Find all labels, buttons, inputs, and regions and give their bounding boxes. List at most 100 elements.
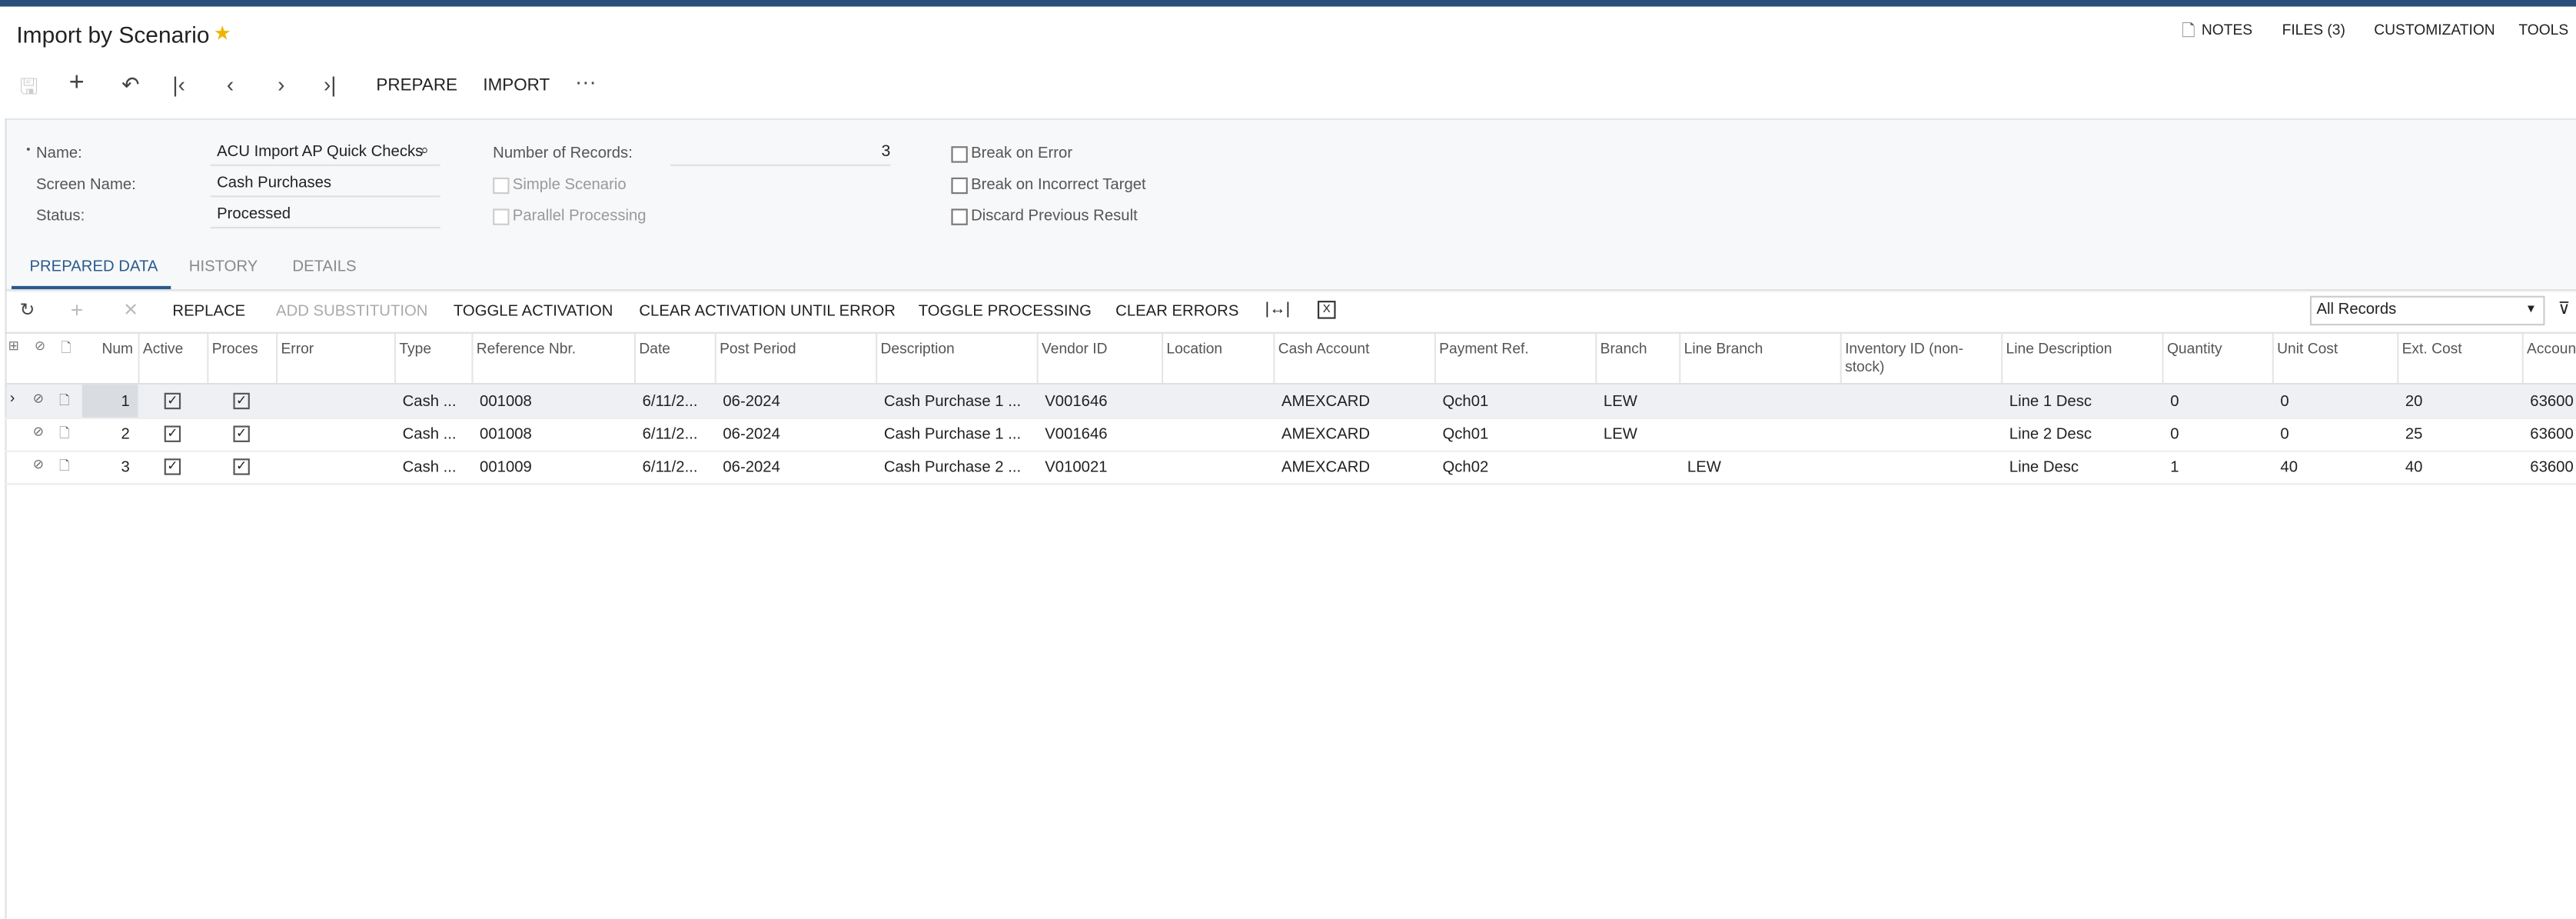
header-bottom	[5, 382, 2576, 385]
fit-button[interactable]: |↔|	[1265, 301, 1291, 319]
column-header[interactable]: Inventory ID (non-stock)	[1845, 340, 1964, 375]
grid-add[interactable]: +	[70, 297, 84, 322]
attach-icon[interactable]: ⊘	[32, 391, 45, 406]
prev-button[interactable]: ‹	[226, 72, 234, 98]
checkbox-label: Parallel Processing	[512, 207, 646, 225]
top-bar	[0, 0, 2576, 7]
prepare-button[interactable]: PREPARE	[376, 75, 458, 95]
column-header[interactable]: Line Branch	[1684, 340, 1763, 357]
note-icon[interactable]: 🗋	[58, 458, 70, 474]
cell: 0	[2280, 392, 2289, 411]
cell: 0	[2170, 425, 2179, 445]
column-header[interactable]: Post Period	[720, 340, 796, 357]
column-header[interactable]: Type	[399, 340, 432, 357]
column-sep	[1840, 333, 1842, 383]
filter-select[interactable]: All Records ▼	[2309, 295, 2545, 326]
form-panel	[5, 118, 2576, 293]
cell: LEW	[1603, 425, 1637, 445]
field-label: Status:	[36, 207, 85, 225]
column-header[interactable]: Vendor ID	[1041, 340, 1108, 357]
undo-button[interactable]: ↶	[121, 72, 140, 98]
column-sep	[207, 333, 209, 383]
files-link[interactable]: FILES (3)	[2282, 21, 2345, 38]
grid-header-top	[5, 331, 2576, 334]
grid-toolbar-button[interactable]: ADD SUBSTITUTION	[276, 302, 428, 321]
cell: Line 2 Desc	[2009, 425, 2092, 445]
cell-checkbox[interactable]: ✓	[164, 392, 181, 410]
refresh-button[interactable]: ↻	[19, 301, 35, 321]
row-line	[5, 483, 2576, 485]
tools-link[interactable]: TOOLS	[2518, 21, 2569, 38]
grid-toolbar-button[interactable]: TOGGLE ACTIVATION	[453, 302, 613, 321]
cell: 0	[2280, 425, 2289, 445]
cell: LEW	[1687, 458, 1721, 477]
column-header[interactable]: Line Description	[2006, 340, 2112, 357]
column-header[interactable]: Reference Nbr.	[476, 340, 577, 357]
save-button[interactable]: 🖫	[19, 74, 38, 99]
column-sep	[1595, 333, 1597, 383]
cell: 63600	[2530, 458, 2574, 477]
column-sep	[276, 333, 278, 383]
add-button[interactable]: +	[68, 68, 85, 98]
cell-checkbox[interactable]: ✓	[233, 458, 250, 475]
column-header[interactable]: Description	[880, 340, 955, 357]
column-header[interactable]: Ext. Cost	[2401, 340, 2462, 357]
tab[interactable]: PREPARED DATA	[29, 258, 158, 277]
column-sep	[471, 333, 474, 383]
customization-link[interactable]: CUSTOMIZATION	[2374, 21, 2495, 38]
column-header[interactable]: Branch	[1600, 340, 1647, 357]
checkbox[interactable]	[493, 208, 510, 225]
column-header[interactable]: Location	[1166, 340, 1223, 357]
cell: Cash Purchase 2 ...	[883, 458, 1022, 477]
cell: 001009	[480, 458, 532, 477]
checkbox[interactable]	[493, 177, 510, 195]
checkbox[interactable]	[951, 177, 968, 195]
note-icon[interactable]: 🗋	[58, 392, 70, 408]
column-header[interactable]: Quantity	[2166, 340, 2222, 357]
cell: Qch01	[1442, 425, 1489, 445]
cell-checkbox[interactable]: ✓	[233, 425, 250, 442]
checkbox[interactable]	[951, 208, 968, 225]
attach-icon[interactable]: ⊘	[32, 457, 45, 472]
cell: 6/11/2...	[642, 425, 698, 445]
first-button[interactable]: |‹	[172, 72, 185, 98]
cell: Qch02	[1442, 458, 1489, 477]
favorite-star[interactable]: ★	[213, 21, 231, 45]
note-icon[interactable]: 🗋	[58, 425, 70, 441]
cell: Cash ...	[402, 392, 457, 411]
column-header[interactable]: Active	[142, 340, 184, 357]
grid-toolbar-button[interactable]: REPLACE	[172, 302, 246, 321]
cell-checkbox[interactable]: ✓	[233, 392, 250, 410]
grid-delete[interactable]: ✕	[123, 301, 138, 321]
column-header[interactable]: Error	[281, 340, 314, 357]
field-value[interactable]: ACU Import AP Quick Checks	[210, 143, 440, 166]
notes-link[interactable]: NOTES	[2201, 21, 2253, 38]
more-button[interactable]: ···	[575, 68, 597, 94]
grid-toolbar-button[interactable]: TOGGLE PROCESSING	[918, 302, 1092, 321]
cell: AMEXCARD	[1281, 392, 1371, 411]
column-header[interactable]: Proces	[211, 340, 258, 357]
column-header[interactable]: Cash Account	[1278, 340, 1370, 357]
cell: 25	[2405, 425, 2423, 445]
lookup-icon[interactable]: ⌕	[420, 141, 429, 158]
cell-checkbox[interactable]: ✓	[164, 458, 181, 475]
tab[interactable]: HISTORY	[188, 258, 258, 277]
import-button[interactable]: IMPORT	[483, 75, 550, 95]
checkbox[interactable]	[951, 146, 968, 163]
column-header[interactable]: Payment Ref.	[1439, 340, 1529, 357]
tab[interactable]: DETAILS	[292, 258, 357, 277]
filter-icon[interactable]: ⊽	[2558, 301, 2571, 319]
cell: 001008	[480, 425, 532, 445]
last-button[interactable]: ›|	[324, 72, 337, 98]
column-header[interactable]: Date	[639, 340, 671, 357]
grid-toolbar-button[interactable]: CLEAR ACTIVATION UNTIL ERROR	[639, 302, 896, 321]
cell-checkbox[interactable]: ✓	[164, 425, 181, 442]
next-button[interactable]: ›	[278, 72, 285, 98]
column-header[interactable]: Num	[101, 340, 134, 357]
grid-toolbar-button[interactable]: CLEAR ERRORS	[1115, 302, 1239, 321]
column-header[interactable]: Unit Cost	[2277, 340, 2338, 357]
column-sep	[2162, 333, 2164, 383]
column-header[interactable]: Accoun	[2527, 340, 2576, 357]
attach-icon[interactable]: ⊘	[32, 424, 45, 439]
excel-button[interactable]: X	[1318, 301, 1336, 319]
